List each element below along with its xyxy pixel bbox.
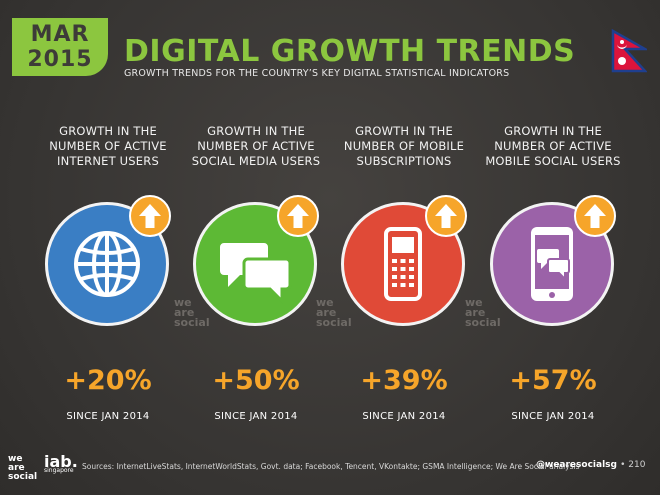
since-label: SINCE JAN 2014: [66, 411, 150, 422]
speech-bubbles-icon: [220, 243, 292, 305]
social-media-growth-value: +50%: [212, 365, 300, 396]
badge-month: MAR: [30, 22, 90, 47]
nepal-flag-icon: [611, 29, 647, 73]
page-subtitle: GROWTH TRENDS FOR THE COUNTRY’S KEY DIGI…: [124, 68, 510, 79]
date-badge: MAR 2015: [12, 18, 108, 76]
we-are-social-watermark: we are social: [174, 296, 210, 329]
twitter-handle: @wearesocialsg • 210: [536, 460, 646, 470]
smartphone-chat-icon: [531, 227, 573, 301]
mobile-phone-icon: [384, 227, 422, 301]
we-are-social-watermark: we are social: [465, 296, 501, 329]
internet-growth-value: +20%: [64, 365, 152, 396]
up-arrow-icon: [129, 195, 171, 237]
we-are-social-watermark: we are social: [316, 296, 352, 329]
up-arrow-icon: [277, 195, 319, 237]
iab-singapore-logo: iab. singapore: [44, 452, 78, 474]
mobile-social-growth-value: +57%: [509, 365, 597, 396]
mobile-subscriptions-growth-value: +39%: [360, 365, 448, 396]
sources-text: Sources: InternetLiveStats, InternetWorl…: [82, 462, 580, 471]
up-arrow-icon: [574, 195, 616, 237]
column-label-mobile-subscriptions: GROWTH IN THE NUMBER OF MOBILE SUBSCRIPT…: [343, 124, 465, 168]
column-label-internet: GROWTH IN THE NUMBER OF ACTIVE INTERNET …: [49, 124, 167, 168]
globe-icon: [74, 231, 140, 297]
page-number: • 210: [620, 460, 646, 470]
since-label: SINCE JAN 2014: [362, 411, 446, 422]
badge-year: 2015: [27, 47, 93, 72]
we-are-social-logo: we are social: [8, 454, 38, 482]
since-label: SINCE JAN 2014: [511, 411, 595, 422]
column-label-social-media: GROWTH IN THE NUMBER OF ACTIVE SOCIAL ME…: [191, 124, 321, 168]
page-title: DIGITAL GROWTH TRENDS: [124, 34, 576, 69]
up-arrow-icon: [425, 195, 467, 237]
since-label: SINCE JAN 2014: [214, 411, 298, 422]
column-label-mobile-social: GROWTH IN THE NUMBER OF ACTIVE MOBILE SO…: [485, 124, 621, 168]
